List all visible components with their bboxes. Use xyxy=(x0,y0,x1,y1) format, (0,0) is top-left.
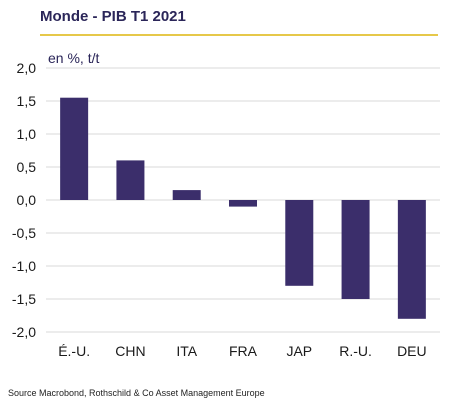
unit-label: en %, t/t xyxy=(48,50,100,66)
y-tick-label: 0,5 xyxy=(17,159,37,175)
y-tick-label: 1,5 xyxy=(17,93,37,109)
bar xyxy=(116,160,145,200)
y-tick-label: -1,0 xyxy=(12,258,36,274)
x-tick-label: CHN xyxy=(115,343,145,359)
bar xyxy=(60,97,89,200)
bar xyxy=(229,200,257,207)
x-tick-label: FRA xyxy=(229,343,258,359)
y-tick-label: 2,0 xyxy=(17,60,37,76)
y-tick-label: -1,5 xyxy=(12,291,36,307)
chart-title: Monde - PIB T1 2021 xyxy=(40,8,186,25)
y-axis-ticks: 2,0 1,5 1,0 0,5 0,0 -0,5 -1,0 -1,5 -2,0 xyxy=(12,60,36,340)
bar xyxy=(285,200,314,286)
x-tick-label: É.-U. xyxy=(58,343,90,359)
x-axis-ticks: É.-U. CHN ITA FRA JAP R.-U. DEU xyxy=(58,343,426,359)
x-tick-label: R.-U. xyxy=(339,343,372,359)
bar xyxy=(172,190,201,200)
y-tick-label: -2,0 xyxy=(12,324,36,340)
bars xyxy=(60,97,426,319)
title-underline xyxy=(40,34,438,36)
x-tick-label: DEU xyxy=(397,343,427,359)
source-note: Source Macrobond, Rothschild & Co Asset … xyxy=(8,388,265,398)
x-tick-label: JAP xyxy=(286,343,312,359)
y-tick-label: 1,0 xyxy=(17,126,37,142)
y-tick-label: -0,5 xyxy=(12,225,36,241)
gridlines xyxy=(46,67,440,333)
bar xyxy=(341,200,370,299)
bar-chart: 2,0 1,5 1,0 0,5 0,0 -0,5 -1,0 -1,5 -2,0 É.-U. CHN… xyxy=(12,60,440,359)
x-tick-label: ITA xyxy=(176,343,197,359)
bar xyxy=(397,200,426,319)
y-tick-label: 0,0 xyxy=(17,192,37,208)
